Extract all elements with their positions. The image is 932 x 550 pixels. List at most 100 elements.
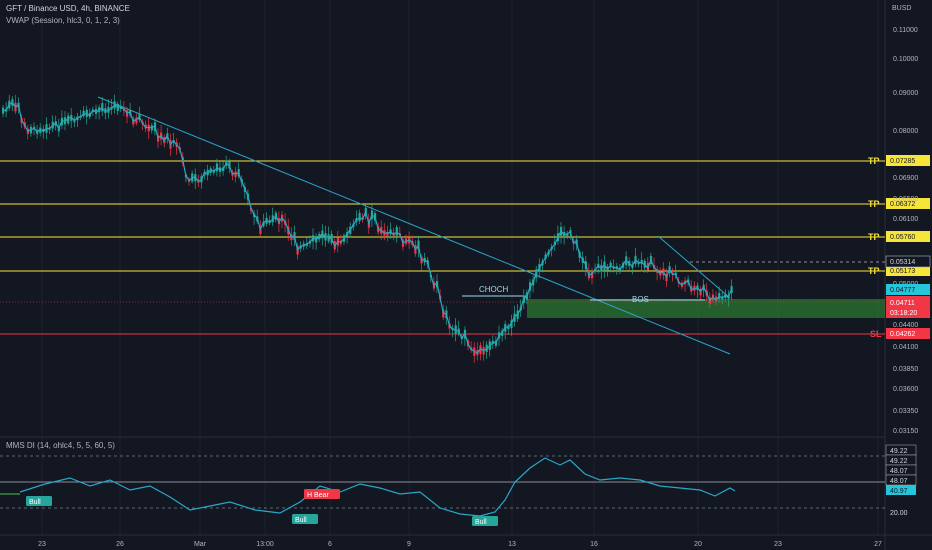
trendline-short[interactable] xyxy=(657,235,731,299)
time-axis[interactable]: 23 26 Mar 13:00 6 9 13 16 20 23 27 xyxy=(38,541,882,548)
level-value-badge xyxy=(886,155,930,166)
trendline-main[interactable] xyxy=(97,96,731,355)
price-tick: 0.10000 xyxy=(893,56,918,63)
time-tick: 13 xyxy=(508,541,516,548)
price-axis[interactable]: 0.11000 0.10000 0.09000 0.08000 0.06900 0.065… xyxy=(893,27,918,435)
di-tick: 20.00 xyxy=(890,510,908,517)
di-tick: 48.07 xyxy=(890,478,908,485)
candle-body xyxy=(395,227,398,236)
candle-body xyxy=(215,163,219,172)
level-value-badge xyxy=(886,265,930,276)
level-type-label: SL xyxy=(870,329,882,339)
price-tick: 0.04100 xyxy=(893,344,918,351)
level-value-badge xyxy=(886,198,930,209)
price-tick: 0.04400 xyxy=(893,322,918,329)
choch-label: CHOCH xyxy=(479,285,509,294)
di-line[interactable] xyxy=(19,457,736,517)
di-signal-text: Bull xyxy=(475,519,487,526)
level-value-badge xyxy=(886,231,930,242)
di-tick: 48.07 xyxy=(890,468,908,475)
time-tick: 16 xyxy=(590,541,598,548)
candle-body xyxy=(640,259,643,264)
time-tick: Mar xyxy=(194,541,207,548)
level-type-label: TP xyxy=(868,199,880,209)
candle-body xyxy=(442,309,445,318)
vwap-line[interactable] xyxy=(2,101,733,355)
candle-body xyxy=(510,320,513,328)
di-signal-text: H Bear xyxy=(307,492,329,499)
candle-body xyxy=(566,233,569,237)
di-signal-badge xyxy=(472,516,498,526)
price-tick: 0.03150 xyxy=(893,428,918,435)
level-value-badge xyxy=(886,328,930,339)
currency-label: BUSD xyxy=(892,5,912,12)
dashed-level-badge: 0.05314 xyxy=(890,259,915,266)
candle-body xyxy=(305,243,308,247)
candle-body xyxy=(637,261,640,265)
di-axis: 49.22 49.22 48.07 48.07 40.97 20.00 xyxy=(885,444,917,517)
di-legend[interactable]: MMS DI (14, ohlc4, 5, 5, 60, 5) xyxy=(6,441,115,450)
di-tick: 49.22 xyxy=(890,448,908,455)
candle-body xyxy=(135,117,138,124)
candle-body xyxy=(73,119,76,123)
di-signal-badge xyxy=(26,496,52,506)
level-value-text: 0.05760 xyxy=(890,234,915,241)
candle-body xyxy=(674,272,677,275)
price-badges: 0.05314 0.04777 0.04711 03:18:20 xyxy=(885,255,931,318)
price-tick: 0.03850 xyxy=(893,366,918,373)
price-tick: 0.03350 xyxy=(893,408,918,415)
di-signal-text: Bull xyxy=(29,499,41,506)
candlestick-series[interactable] xyxy=(2,94,733,363)
time-tick: 26 xyxy=(116,541,124,548)
price-tick: 0.06100 xyxy=(893,216,918,223)
bos-label: BOS xyxy=(632,295,649,304)
candle-body xyxy=(67,115,70,124)
time-tick: 13:00 xyxy=(256,541,274,548)
level-value-text: 0.06372 xyxy=(890,201,915,208)
vwap-legend[interactable]: VWAP (Session, hlc3, 0, 1, 2, 3) xyxy=(6,16,120,25)
candle-body xyxy=(358,212,361,222)
candle-body xyxy=(501,330,504,336)
candle-body xyxy=(234,171,237,177)
time-tick: 23 xyxy=(774,541,782,548)
candle-body xyxy=(591,270,594,279)
candle-body xyxy=(327,234,330,242)
price-tick: 0.08000 xyxy=(893,128,918,135)
time-tick: 9 xyxy=(407,541,411,548)
level-value-text: 0.04262 xyxy=(890,331,915,338)
candle-body xyxy=(339,241,343,244)
di-signal-text: Bull xyxy=(295,517,307,524)
price-tick: 0.03600 xyxy=(893,386,918,393)
time-tick: 23 xyxy=(38,541,46,548)
candle-body xyxy=(76,116,79,121)
level-lines[interactable] xyxy=(0,160,885,335)
countdown-badge: 03:18:20 xyxy=(890,310,917,317)
candle-body xyxy=(609,262,612,267)
di-tick: 40.97 xyxy=(890,488,908,495)
level-type-label: TP xyxy=(868,232,880,242)
di-signal-labels: Bull H Bear Bull Bull xyxy=(26,489,498,526)
level-value-text: 0.05173 xyxy=(890,268,915,275)
price-tick: 0.06900 xyxy=(893,175,918,182)
di-signal-badge xyxy=(304,489,340,499)
current-price-badge: 0.04711 xyxy=(890,300,915,307)
level-value-text: 0.07285 xyxy=(890,158,915,165)
price-tick: 0.06500 xyxy=(893,196,918,203)
symbol-title[interactable]: GFT / Binance USD, 4h, BINANCE xyxy=(6,4,130,13)
price-tick: 0.11000 xyxy=(893,27,918,34)
level-type-label: TP xyxy=(868,266,880,276)
candle-body xyxy=(150,125,153,131)
di-signal-badge xyxy=(292,514,318,524)
level-labels: TP 0.07285 TP 0.06372 TP 0.05760 TP 0.05173 SL 0.… xyxy=(868,155,930,339)
vwap-badge: 0.04777 xyxy=(890,287,915,294)
demand-zone[interactable] xyxy=(527,299,885,318)
candle-body xyxy=(631,265,634,269)
time-tick: 6 xyxy=(328,541,332,548)
di-tick: 49.22 xyxy=(890,458,908,465)
candle-body xyxy=(237,169,240,176)
candle-body xyxy=(386,231,389,236)
level-type-label: TP xyxy=(868,156,880,166)
time-tick: 20 xyxy=(694,541,702,548)
